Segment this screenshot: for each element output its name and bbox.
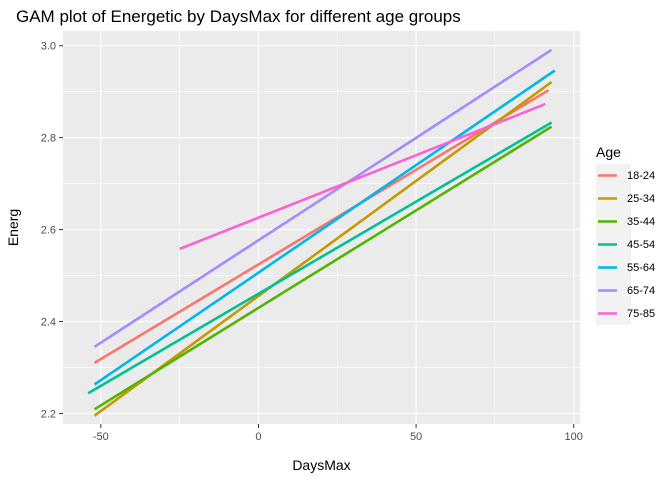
y-tick-label: 3.0 (41, 41, 56, 53)
plot-panel (63, 31, 580, 424)
series-line-18-24 (93, 89, 550, 365)
legend: Age 18-24 25-34 35-44 45-54 55-64 65-74 75-85 (596, 144, 655, 325)
y-tick-label: 2.4 (41, 316, 56, 328)
legend-label-18-24: 18-24 (627, 170, 655, 182)
y-axis-title: Energ (5, 209, 21, 246)
x-tick-label: 100 (565, 431, 583, 443)
legend-label-75-85: 75-85 (627, 308, 655, 320)
legend-label-25-34: 25-34 (627, 193, 655, 205)
legend-title: Age (596, 144, 621, 160)
x-axis-ticks: -50 0 50 100 (93, 424, 583, 443)
legend-label-65-74: 65-74 (627, 285, 655, 297)
series-line-25-34 (93, 80, 553, 417)
x-axis-title: DaysMax (292, 457, 350, 473)
legend-items: 18-24 25-34 35-44 45-54 55-64 65-74 75-85 (596, 164, 655, 325)
chart-title: GAM plot of Energetic by DaysMax for dif… (16, 7, 461, 26)
legend-label-45-54: 45-54 (627, 239, 655, 251)
series-line-35-44 (93, 125, 553, 411)
x-tick-label: 0 (255, 431, 261, 443)
legend-label-35-44: 35-44 (627, 216, 655, 228)
series-line-65-74 (93, 48, 553, 348)
series-line-45-54 (87, 121, 553, 395)
minor-gridlines (63, 31, 580, 424)
y-tick-label: 2.2 (41, 408, 56, 420)
legend-label-55-64: 55-64 (627, 262, 655, 274)
series-lines (87, 48, 556, 417)
series-line-55-64 (93, 69, 556, 386)
series-line-75-85 (179, 102, 546, 251)
y-tick-label: 2.8 (41, 133, 56, 145)
x-tick-label: 50 (410, 431, 422, 443)
x-tick-label: -50 (93, 431, 109, 443)
y-axis-ticks: 2.2 2.4 2.6 2.8 3.0 (41, 41, 63, 420)
y-tick-label: 2.6 (41, 225, 56, 237)
